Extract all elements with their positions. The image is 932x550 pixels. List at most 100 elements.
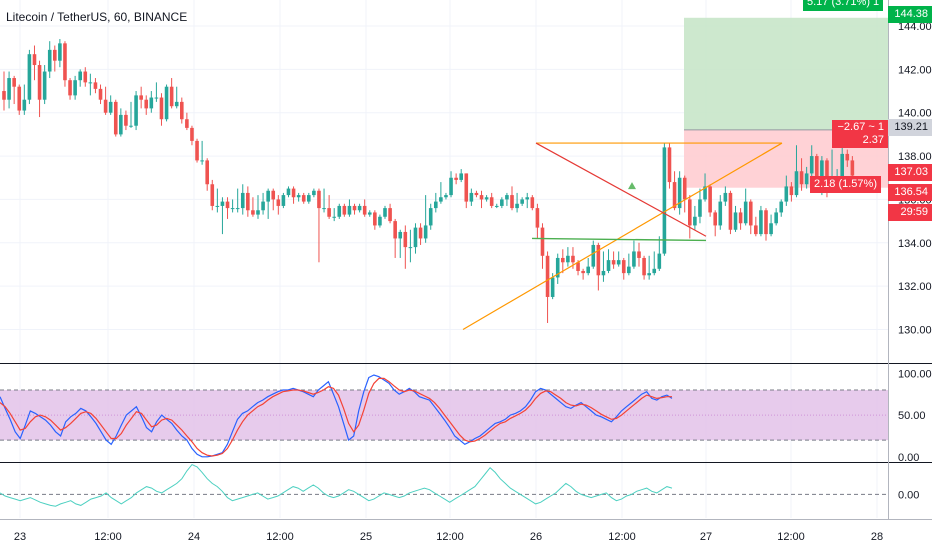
candle-body <box>357 205 362 211</box>
candle-body <box>784 186 789 202</box>
candle-body <box>652 268 657 274</box>
candle-body <box>825 160 829 191</box>
time-tick-label: 26 <box>530 531 542 543</box>
candle-body <box>809 156 814 174</box>
candle-body <box>586 266 590 274</box>
candle-body <box>205 160 209 185</box>
time-tick-label: 12:00 <box>94 531 122 543</box>
candle-body <box>185 119 189 128</box>
candle-body <box>596 244 601 276</box>
candle-body <box>561 257 565 263</box>
candle-body <box>230 208 235 210</box>
candle-body <box>510 195 514 209</box>
candle-body <box>799 171 804 185</box>
candle-body <box>42 71 47 100</box>
candle-body <box>576 262 580 271</box>
price-tick-label: 142.00 <box>898 64 932 76</box>
candle-body <box>124 114 128 126</box>
candle-body <box>489 197 494 206</box>
candle-body <box>723 192 728 202</box>
candles <box>2 39 855 323</box>
candle-body <box>159 97 164 120</box>
candle-body <box>789 186 794 196</box>
candle-body <box>738 212 743 224</box>
candle-body <box>840 153 844 180</box>
entry-diff-label: 2.18 (1.57%) <box>810 176 881 193</box>
candle-body <box>479 195 484 200</box>
candle-body <box>154 97 159 99</box>
candle-body <box>240 192 245 209</box>
candle-body <box>322 208 326 210</box>
target-change-label: 5.17 (3.71%) 1 <box>803 0 884 11</box>
candle-body <box>195 140 199 161</box>
candle-body <box>815 156 819 191</box>
price-tick-label: 134.00 <box>898 238 932 250</box>
candle-body <box>464 173 469 202</box>
candle-body <box>581 270 585 274</box>
price-tick-label: 138.00 <box>898 151 932 163</box>
candle-body <box>418 227 423 239</box>
candle-body <box>291 188 296 198</box>
candle-body <box>621 260 626 274</box>
candle-body <box>413 227 418 248</box>
candle-body <box>180 101 184 120</box>
candle-body <box>606 260 611 271</box>
candle-body <box>200 160 204 162</box>
candle-body <box>215 205 220 207</box>
current-price-label: 137.03 <box>888 164 932 181</box>
candle-body <box>27 54 32 100</box>
candle-body <box>78 71 82 81</box>
candle-body <box>149 97 154 109</box>
target-zone <box>684 17 888 130</box>
candle-body <box>312 190 316 196</box>
candle-body <box>769 223 773 235</box>
candle-body <box>515 203 519 209</box>
oscillator-pane <box>0 463 888 507</box>
price-tick-label: 140.00 <box>898 108 932 120</box>
candle-body <box>434 201 438 209</box>
candle-body <box>337 205 342 217</box>
candle-body <box>439 197 443 202</box>
price-tick-label: 130.00 <box>898 324 932 336</box>
target-price-label: 144.38 <box>888 6 932 23</box>
time-tick-label: 12:00 <box>266 531 294 543</box>
candle-body <box>403 231 408 248</box>
time-tick-label: 12:00 <box>777 531 805 543</box>
candle-body <box>7 78 11 100</box>
candle-body <box>535 208 540 228</box>
candle-body <box>296 195 301 198</box>
candle-body <box>677 177 682 209</box>
candle-body <box>555 257 560 278</box>
candle-body <box>571 255 575 263</box>
candle-body <box>627 266 631 274</box>
candle-body <box>637 251 641 258</box>
stoch-tick-label: 100.00 <box>898 368 932 380</box>
candle-body <box>235 208 240 210</box>
candle-body <box>164 86 169 120</box>
candle-body <box>144 99 149 109</box>
candle-body <box>632 251 636 267</box>
candle-body <box>642 257 646 276</box>
candle-body <box>459 173 463 180</box>
candle-body <box>703 186 707 200</box>
candle-body <box>317 190 321 209</box>
candle-body <box>32 54 37 66</box>
time-tick-label: 25 <box>360 531 372 543</box>
candle-body <box>362 205 367 215</box>
candle-body <box>505 195 509 200</box>
candle-body <box>169 86 174 107</box>
candle-body <box>494 205 499 207</box>
time-tick-label: 12:00 <box>608 531 636 543</box>
candle-body <box>398 231 403 239</box>
osc-tick-label: 0.00 <box>898 489 919 501</box>
candle-body <box>423 225 428 239</box>
candle-body <box>733 212 738 230</box>
time-tick-label: 28 <box>871 531 883 543</box>
candle-body <box>779 201 784 213</box>
candle-body <box>408 247 413 249</box>
price-tick-label: 132.00 <box>898 281 932 293</box>
stop-info-box: −2.67 ~ 1 2.37 <box>832 120 888 148</box>
candle-body <box>281 195 286 206</box>
candle-body <box>500 199 504 206</box>
